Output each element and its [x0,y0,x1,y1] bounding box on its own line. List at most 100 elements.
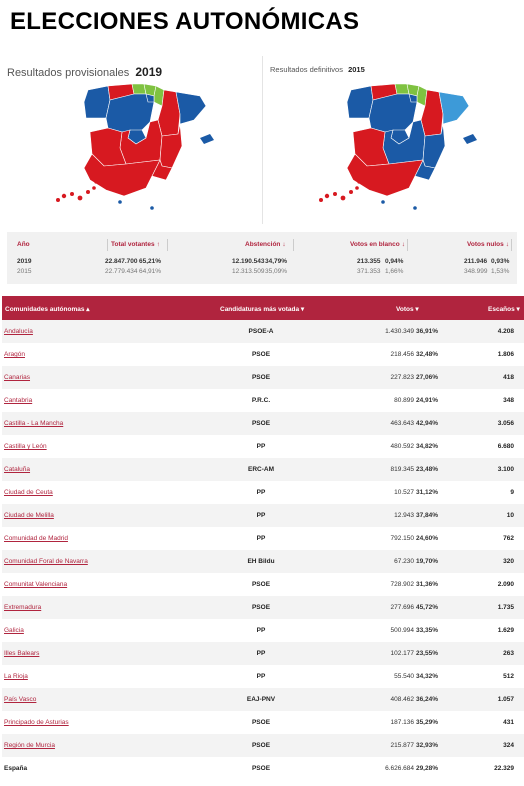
party-name: PSOE [251,742,271,749]
summary-cell: 22.847.700 [105,258,138,265]
table-row: Illes Balears PP 102.177 23,55% 263 [2,642,524,665]
party-name: PSOE-A [248,328,274,335]
map-region-navarra [153,85,165,107]
map-2019-title: Resultados provisionales 2019 [7,65,162,79]
votes-value: 187.136 [390,719,415,726]
seats-value: 9 [510,489,514,496]
votes-percent: 33,35% [415,627,438,634]
party-name: PSOE [251,719,271,726]
community-link[interactable]: Ciudad de Ceuta [4,489,53,496]
table-row: Comunidad Foral de Navarra EH Bildu 67.230… [2,550,524,573]
votes-value: 218.456 [390,351,415,358]
map-region-baleares [200,134,214,144]
spain-map-2015[interactable] [313,84,493,214]
map-region-ceuta [118,200,122,204]
table-row: Región de Murcia PSOE 215.877 32,93% 324 [2,734,524,757]
map-region-andalucia [83,153,161,197]
summary-header-blank-label: Votos en blanco [350,241,400,248]
votes-percent: 19,70% [415,558,438,565]
votes-percent: 31,12% [415,489,438,496]
votes-value: 463.643 [390,420,415,427]
votes-value: 408.462 [390,696,415,703]
summary-header-null[interactable]: Votos nulos ↓ [467,241,509,248]
votes-percent: 23,55% [415,650,438,657]
map-panel-2015[interactable]: Resultados definitivos 2015 [262,56,524,224]
votes-percent: 23,48% [415,466,438,473]
column-header-party[interactable]: Candidaturas más votada ▾ [220,306,305,313]
community-link[interactable]: Castilla y León [4,443,47,450]
summary-cell: 1,66% [385,268,404,275]
community-link[interactable]: Extremadura [4,604,42,611]
maps-section: Resultados provisionales 2019 [0,56,524,226]
table-row: Canarias PSOE 227.823 27,06% 418 [2,366,524,389]
spain-map-2019[interactable] [50,84,230,214]
table-row: Principado de Asturias PSOE 187.136 35,29% 4… [2,711,524,734]
column-header-seats[interactable]: Escaños ▾ [488,306,520,313]
community-link[interactable]: Comunitat Valenciana [4,581,68,588]
map-2015-year: 2015 [348,65,365,74]
votes-value: 792.150 [390,535,415,542]
page-title: ELECCIONES AUTONÓMICAS [10,8,360,35]
summary-cell: 1,53% [491,268,510,275]
table-row: Ciudad de Melilla PP 12.943 37,84% 10 [2,504,524,527]
summary-header-total-label: Total votantes [111,241,155,248]
community-link[interactable]: Galicia [4,627,24,634]
seats-value: 431 [503,719,514,726]
votes-percent: 45,72% [415,604,438,611]
results-table-body: Andalucía PSOE-A 1.430.349 36,91% 4.208 Aragó… [2,320,524,780]
votes-percent: 36,24% [415,696,438,703]
map-region-la-rioja [145,93,155,103]
summary-header-year[interactable]: Año [17,241,30,248]
community-link[interactable]: Principado de Asturias [4,719,69,726]
votes-value: 227.823 [390,374,415,381]
map-region-cantabria [394,84,410,95]
votes-value: 277.696 [390,604,415,611]
party-name: PSOE [251,351,271,358]
community-link[interactable]: La Rioja [4,673,28,680]
summary-header-total[interactable]: Total votantes ↑ [111,241,160,248]
community-link[interactable]: Andalucía [4,328,33,335]
seats-value: 2.090 [497,581,514,588]
summary-separator [511,239,512,251]
community-link[interactable]: Comunidad Foral de Navarra [4,558,88,565]
community-link[interactable]: Cantabria [4,397,33,404]
table-row: Cataluña ERC-AM 819.345 23,48% 3.100 [2,458,524,481]
seats-value: 418 [503,374,514,381]
seats-value: 22.329 [494,765,514,772]
map-region-galicia [83,85,111,119]
community-link[interactable]: Cataluña [4,466,31,473]
votes-percent: 24,91% [415,397,438,404]
community-link[interactable]: Comunidad de Madrid [4,535,68,542]
map-region-cataluna [175,91,207,125]
community-link[interactable]: Castilla - La Mancha [4,420,64,427]
community-link[interactable]: Aragón [4,351,25,358]
column-header-votes[interactable]: Votos ▾ [396,306,419,313]
party-name: PSOE [251,581,271,588]
map-2019-year: 2019 [135,65,163,79]
party-name: PP [256,489,266,496]
community-link[interactable]: Región de Murcia [4,742,55,749]
sort-down-icon: ↓ [505,241,509,248]
community-link[interactable]: Illes Balears [4,650,40,657]
map-region-andalucia [346,153,424,197]
table-row: País Vasco EAJ-PNV 408.462 36,24% 1.057 [2,688,524,711]
votes-percent: 34,32% [415,673,438,680]
seats-value: 762 [503,535,514,542]
community-link[interactable]: País Vasco [4,696,37,703]
seats-value: 4.208 [497,328,514,335]
summary-cell: 348.999 [464,268,488,275]
votes-value: 80.899 [394,397,414,404]
sort-down-icon: ↓ [401,241,405,248]
summary-header-blank[interactable]: Votos en blanco ↓ [350,241,405,248]
summary-header-abstention[interactable]: Abstención ↓ [245,241,286,248]
table-row: Galicia PP 500.994 33,35% 1.629 [2,619,524,642]
party-name: EH Bildu [247,558,275,565]
seats-value: 6.680 [497,443,514,450]
map-region-baleares [463,134,477,144]
community-link[interactable]: Canarias [4,374,31,381]
column-header-community[interactable]: Comunidades autónomas ▴ [5,306,90,313]
map-panel-2019[interactable]: Resultados provisionales 2019 [0,56,262,224]
votes-value: 10.527 [394,489,414,496]
community-link[interactable]: Ciudad de Melilla [4,512,54,519]
map-region-canarias [56,180,98,202]
